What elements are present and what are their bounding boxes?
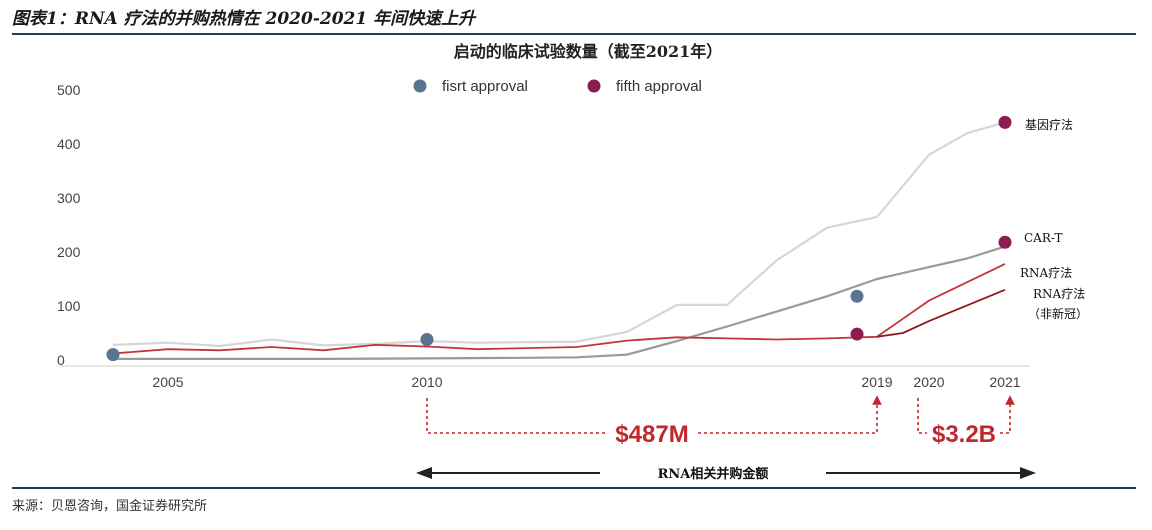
caption-text: RNA相关并购金额	[658, 466, 769, 482]
x-tick-label: 2005	[152, 374, 183, 390]
legend: fisrt approval fifth approval	[413, 78, 702, 95]
series-line	[112, 121, 1006, 348]
caption-arrows	[416, 467, 1036, 479]
period1-bracket	[426, 395, 882, 434]
legend-marker	[413, 79, 427, 93]
period2-bracket	[917, 395, 1015, 434]
fifth-approval-marker	[998, 235, 1012, 249]
period1-value: $487M	[615, 421, 688, 448]
y-tick-label: 0	[57, 352, 65, 368]
x-axis: 2005 2010 2019 2020 2021	[152, 374, 1020, 390]
y-tick-label: 100	[57, 298, 81, 314]
x-tick-label: 2021	[989, 374, 1020, 390]
series-label: （非新冠）	[1028, 306, 1088, 321]
y-tick-label: 400	[57, 136, 81, 152]
legend-label: fifth approval	[616, 78, 702, 95]
bottom-rule	[12, 487, 1136, 489]
first-approval-marker	[106, 348, 120, 362]
series-line	[876, 288, 1006, 338]
series-label: 基因疗法	[1025, 118, 1073, 132]
fifth-approval-marker	[998, 115, 1012, 129]
source-note: 来源：贝恩咨询，国金证券研究所	[12, 499, 208, 514]
y-tick-label: 300	[57, 190, 81, 206]
figure-title: 图表1：RNA 疗法的并购热情在 2020-2021 年间快速上升	[12, 9, 476, 29]
y-tick-label: 200	[57, 244, 81, 260]
series-lines	[112, 121, 1006, 360]
period2-value: $3.2B	[932, 421, 996, 448]
markers	[106, 115, 1012, 362]
y-tick-label: 500	[57, 82, 81, 98]
top-rule	[12, 33, 1136, 35]
legend-marker	[587, 79, 601, 93]
y-axis: 0 100 200 300 400 500	[57, 82, 81, 368]
x-tick-label: 2019	[861, 374, 892, 390]
chart-title: 启动的临床试验数量（截至2021年）	[454, 42, 723, 61]
first-approval-marker	[850, 289, 864, 303]
fifth-approval-marker	[850, 327, 864, 341]
series-labels: 基因疗法 CAR-T RNA疗法 RNA疗法 （非新冠）	[1020, 118, 1088, 321]
series-label: RNA疗法	[1033, 287, 1085, 301]
legend-label: fisrt approval	[442, 78, 528, 95]
first-approval-marker	[420, 332, 434, 346]
series-line	[112, 263, 1006, 355]
series-line	[113, 245, 1006, 360]
series-label: RNA疗法	[1020, 266, 1072, 280]
x-tick-label: 2020	[913, 374, 944, 390]
x-tick-label: 2010	[411, 374, 442, 390]
series-label: CAR-T	[1024, 231, 1063, 245]
